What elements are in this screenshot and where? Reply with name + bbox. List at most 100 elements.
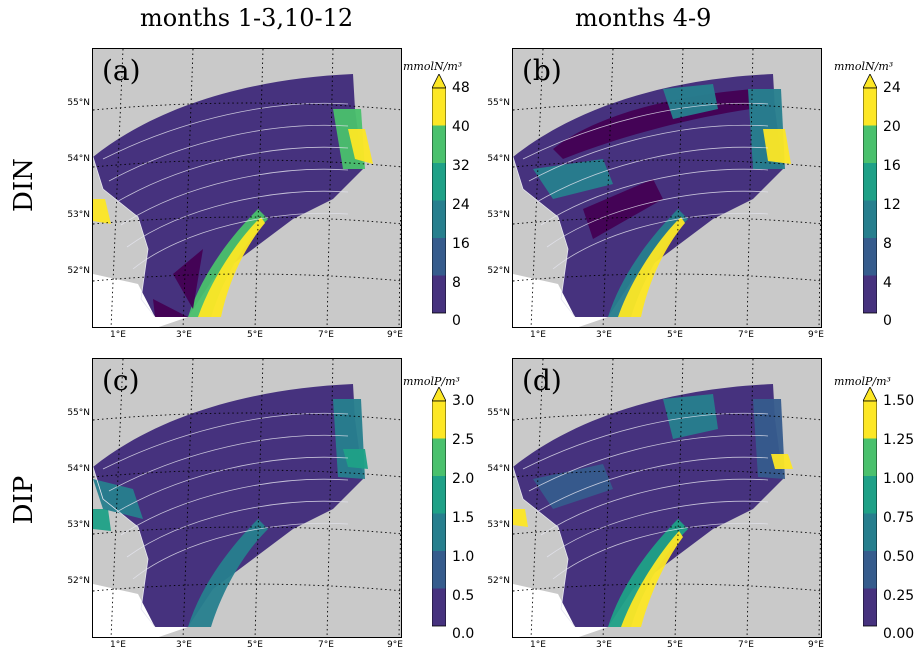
colorbar-segment: [432, 163, 446, 201]
colorbar-extend-arrow: [863, 74, 877, 89]
colorbar-tick: 8: [452, 275, 461, 291]
panel-label-b: (b): [522, 54, 562, 87]
lon-label: 3°E: [596, 640, 612, 650]
colorbar-segment: [432, 200, 446, 238]
colorbar-segment: [863, 200, 877, 238]
concentration-patch: [621, 531, 683, 627]
lon-label: 7°E: [738, 330, 754, 340]
parallel-line: [513, 412, 821, 421]
colorbar-d: [863, 387, 877, 633]
colorbar-segment: [432, 476, 446, 514]
no-data-area: [513, 584, 608, 637]
map-panel-a: [92, 48, 402, 328]
panel-label-d: (d): [522, 364, 562, 397]
parallel-line: [93, 526, 401, 535]
colorbar-segment: [432, 238, 446, 276]
lon-label: 3°E: [596, 330, 612, 340]
coast-contour: [93, 466, 156, 628]
colorbar-tick: 0.5: [452, 588, 475, 604]
colorbar-b: [863, 74, 877, 320]
colorbar-tick: 1.00: [883, 471, 915, 487]
meridian-line: [674, 359, 684, 637]
depth-contour: [108, 124, 349, 182]
parallel-line: [513, 583, 821, 592]
colorbar-segment: [432, 438, 446, 476]
concentration-patch: [771, 454, 793, 469]
lon-label: 7°E: [318, 640, 334, 650]
lon-label: 1°E: [530, 330, 546, 340]
column-title-winter: months 1-3,10-12: [140, 4, 354, 32]
meridian-line: [182, 359, 194, 637]
colorbar-frame: [432, 400, 446, 627]
colorbar-tick: 2.0: [452, 471, 475, 487]
colorbar-tick: 0: [883, 313, 892, 329]
colorbar-tick: 40: [452, 119, 470, 135]
colorbar-segment: [863, 401, 877, 439]
depth-contour: [546, 500, 769, 558]
concentration-patch: [348, 129, 373, 164]
colorbar-tick: 8: [883, 236, 892, 252]
meridian-line: [326, 49, 334, 327]
colorbar-frame: [432, 87, 446, 314]
parallel-line: [93, 216, 401, 225]
colorbar-tick: 1.5: [452, 510, 475, 526]
colorbar-tick: 0.0: [452, 626, 475, 642]
depth-contour: [132, 522, 349, 580]
colorbar-segment: [432, 513, 446, 551]
colorbar-tick: 2.5: [452, 432, 475, 448]
colorbar-tick: 24: [883, 80, 901, 96]
lon-label: 5°E: [667, 330, 683, 340]
lon-label: 1°E: [530, 640, 546, 650]
colorbar-tick: 3.0: [452, 393, 475, 409]
map-svg: [513, 359, 821, 637]
concentration-patch: [188, 519, 268, 627]
depth-contour: [102, 412, 349, 470]
coast-contour: [513, 466, 576, 628]
colorbar-frame: [863, 87, 877, 314]
concentration-patch: [173, 249, 203, 309]
concentration-patch: [663, 84, 718, 119]
colorbar-svg: [863, 74, 877, 314]
colorbar-svg: [432, 74, 446, 314]
meridian-line: [530, 359, 544, 637]
colorbar-tick: 16: [883, 158, 901, 174]
depth-contour: [522, 102, 769, 160]
lat-label: 55°N: [487, 98, 510, 108]
no-data-area: [93, 584, 188, 637]
parallel-line: [93, 469, 401, 478]
colorbar-segment: [432, 551, 446, 589]
coast-contour: [93, 156, 156, 318]
lat-label: 53°N: [67, 210, 90, 220]
sea-field: [93, 384, 363, 627]
concentration-patch: [93, 509, 111, 531]
colorbar-tick: 20: [883, 119, 901, 135]
colorbar-extend-arrow: [432, 74, 446, 89]
lon-label: 7°E: [318, 330, 334, 340]
colorbar-tick: 0.25: [883, 588, 915, 604]
meridian-line: [530, 49, 544, 327]
colorbar-tick: 1.0: [452, 549, 475, 565]
lat-label: 52°N: [487, 576, 510, 586]
sea-field: [93, 74, 363, 317]
meridian-line: [746, 49, 754, 327]
concentration-patch: [343, 449, 368, 469]
lat-label: 53°N: [487, 210, 510, 220]
colorbar-segment: [863, 513, 877, 551]
lon-label: 9°E: [387, 330, 403, 340]
colorbar-segment: [863, 163, 877, 201]
meridian-line: [674, 49, 684, 327]
lat-label: 54°N: [67, 154, 90, 164]
colorbar-segment: [432, 275, 446, 313]
no-data-area: [93, 274, 188, 327]
lat-label: 53°N: [487, 520, 510, 530]
lat-label: 52°N: [67, 266, 90, 276]
colorbar-c: [432, 387, 446, 633]
lon-label: 5°E: [247, 330, 263, 340]
colorbar-segment: [863, 238, 877, 276]
colorbar-segment: [863, 125, 877, 163]
depth-contour: [534, 146, 769, 204]
parallel-line: [513, 102, 821, 111]
panel-label-a: (a): [102, 54, 141, 87]
map-svg: [513, 49, 821, 327]
panel-label-c: (c): [102, 364, 140, 397]
